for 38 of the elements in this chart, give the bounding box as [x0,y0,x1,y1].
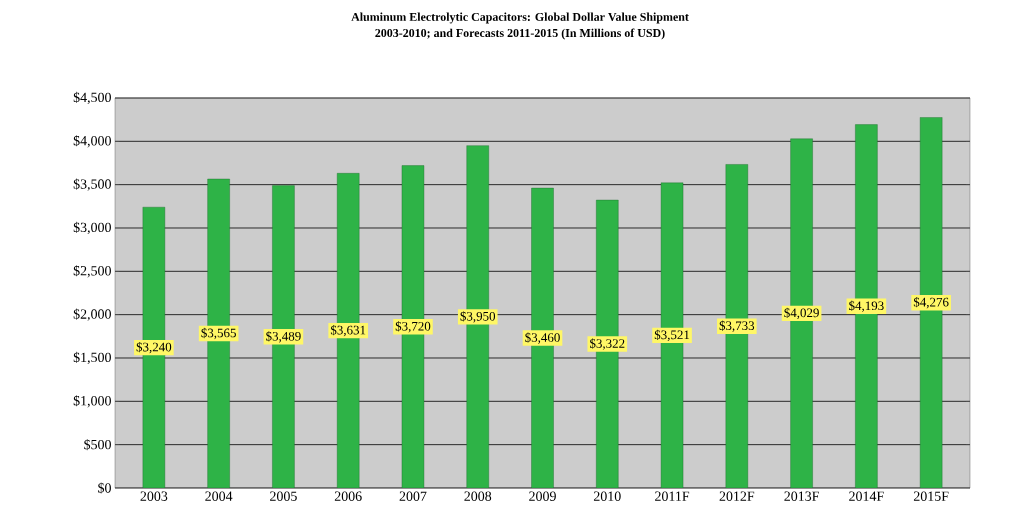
data-label: $3,460 [525,332,560,344]
y-tick-label: $1,500 [73,351,111,365]
data-label: $3,720 [395,321,431,333]
x-tick-label: 2015F [913,491,949,501]
x-tick-label: 2009 [529,491,556,501]
data-label: $3,565 [201,327,236,340]
data-label: $3,521 [654,329,690,342]
data-label: $3,240 [136,341,172,354]
x-tick-label: 2003 [140,491,168,501]
x-tick-label: 2011F [655,491,690,501]
x-tick-label: 2013F [784,491,819,501]
chart-title: Aluminum Electrolytic Capacitors: Global Dollar Value Shipment [351,12,689,24]
y-tick-label: $4,500 [73,91,111,105]
y-tick-label: $2,000 [73,308,111,321]
x-tick-label: 2014F [849,491,884,501]
data-label: $4,193 [849,300,884,312]
x-tick-label: 2012F [719,491,755,501]
data-label: $3,950 [460,311,496,323]
y-tick-label: $1,000 [73,395,111,408]
data-label: $3,631 [330,324,366,337]
y-tick-label: $0 [98,482,111,494]
data-label: $3,489 [266,331,301,343]
x-tick-label: 2010 [593,491,621,501]
chart-subtitle: 2003-2010; and Forecasts 2011-2015 (In Millions of USD) [375,28,665,40]
y-tick-label: $3,500 [73,178,111,191]
x-tick-label: 2008 [464,491,492,501]
y-tick-label: $4,000 [73,135,111,148]
x-tick-label: 2005 [270,491,297,501]
y-tick-label: $2,500 [73,265,111,278]
data-label: $3,733 [719,320,755,332]
x-tick-label: 2004 [205,491,233,501]
x-tick-label: 2007 [399,491,427,501]
x-tick-label: 2006 [334,491,362,501]
y-tick-label: $500 [84,439,111,451]
data-label: $3,322 [590,338,625,350]
y-tick-label: $3,000 [73,221,111,235]
data-label: $4,276 [913,297,949,309]
data-label: $4,029 [784,307,819,320]
